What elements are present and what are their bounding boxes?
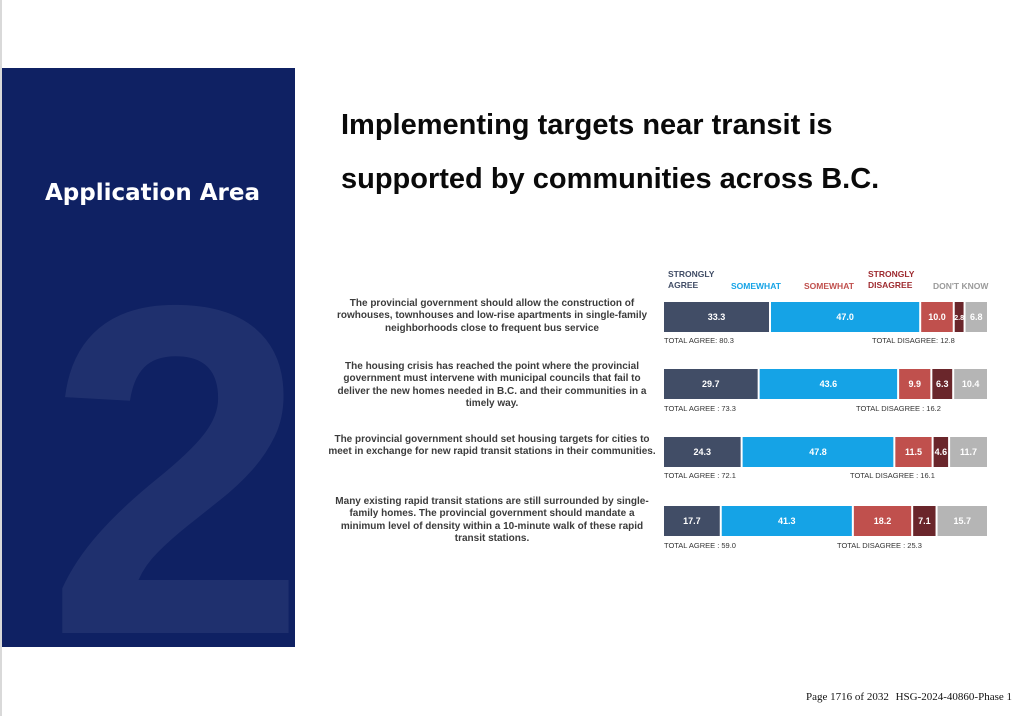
bar-value-label: 7.1 (918, 516, 931, 526)
bar-segment-dont-know (950, 437, 987, 467)
bar-value-label: 4.6 (935, 447, 948, 457)
bar-value-label: 2.8 (954, 315, 964, 322)
total-disagree-label: TOTAL DISAGREE : 25.3 (837, 541, 922, 550)
bar-value-label: 47.8 (809, 447, 827, 457)
bar-value-label: 9.9 (908, 379, 921, 389)
total-disagree-label: TOTAL DISAGREE : 16.2 (856, 404, 941, 413)
section-number: 2 (46, 208, 295, 648)
bar-segment-somewhat-agree (721, 506, 852, 536)
bar-value-label: 11.7 (960, 447, 977, 457)
bar-segment-dont-know (937, 506, 987, 536)
bar-segment-strongly-disagree (954, 302, 964, 332)
bar-segment-strongly-agree (664, 369, 758, 399)
bar-value-label: 10.4 (962, 379, 980, 389)
total-disagree-label: TOTAL DISAGREE: 12.8 (872, 336, 955, 345)
total-agree-label: TOTAL AGREE : 73.3 (664, 404, 736, 413)
bar-value-label: 29.7 (702, 379, 720, 389)
bar-value-label: 10.0 (928, 312, 946, 322)
bar-value-label: 6.8 (970, 312, 983, 322)
bar-segment-somewhat-disagree (921, 302, 953, 332)
legend-somewhat-agree: SOMEWHAT (731, 281, 781, 291)
total-disagree-label: TOTAL DISAGREE : 16.1 (850, 471, 935, 480)
bar-value-label: 43.6 (820, 379, 838, 389)
bar-value-label: 18.2 (874, 516, 892, 526)
page-title-line-1: Implementing targets near transit is (341, 109, 833, 141)
statement-3: The provincial government should set hou… (328, 434, 656, 458)
bar-segment-strongly-disagree (933, 437, 949, 467)
bar-segment-somewhat-disagree (895, 437, 932, 467)
bar-value-label: 47.0 (836, 312, 854, 322)
page-number: Page 1716 of 2032 (806, 691, 889, 703)
statement-1: The provincial government should allow t… (336, 298, 648, 334)
bar-segment-somewhat-agree (742, 437, 894, 467)
bar-segment-dont-know (954, 369, 987, 399)
bar-segment-strongly-agree (664, 437, 741, 467)
bar-value-label: 15.7 (954, 516, 972, 526)
bar-segment-strongly-agree (664, 302, 769, 332)
total-agree-label: TOTAL AGREE : 72.1 (664, 471, 736, 480)
bar-value-label: 6.3 (936, 379, 949, 389)
bar-segment-strongly-disagree (932, 369, 953, 399)
statement-4: Many existing rapid transit stations are… (335, 496, 649, 545)
document-id: HSG-2024-40860-Phase 1 (895, 691, 1012, 703)
section-title: Application Area (45, 180, 260, 206)
statement-2: The housing crisis has reached the point… (337, 361, 647, 410)
bar-value-label: 24.3 (694, 447, 712, 457)
page-title: Implementing targets near transit is sup… (341, 98, 981, 206)
total-agree-label: TOTAL AGREE : 59.0 (664, 541, 736, 550)
bar-value-label: 17.7 (683, 516, 701, 526)
bar-value-label: 33.3 (708, 312, 726, 322)
bar-segment-somewhat-agree (771, 302, 920, 332)
bar-segment-strongly-agree (664, 506, 720, 536)
bar-value-label: 41.3 (778, 516, 796, 526)
section-panel: 2 Application Area (2, 68, 295, 647)
page-edge (0, 0, 2, 716)
legend-strongly-disagree: STRONGLY DISAGREE (868, 269, 915, 290)
bar-segment-strongly-disagree (913, 506, 936, 536)
bar-segment-somewhat-disagree (853, 506, 912, 536)
bar-segment-dont-know (965, 302, 987, 332)
legend-somewhat-disagree: SOMEWHAT (804, 281, 854, 291)
legend-strongly-agree: STRONGLY AGREE (668, 269, 715, 290)
bar-segment-somewhat-agree (759, 369, 898, 399)
page-footer: Page 1716 of 2032 HSG-2024-40860-Phase 1 (802, 691, 1012, 703)
page-title-line-2: supported by communities across B.C. (341, 163, 880, 195)
total-agree-label: TOTAL AGREE: 80.3 (664, 336, 734, 345)
bar-segment-somewhat-disagree (899, 369, 931, 399)
legend-dont-know: DON'T KNOW (933, 281, 989, 291)
bar-value-label: 11.5 (905, 447, 922, 457)
